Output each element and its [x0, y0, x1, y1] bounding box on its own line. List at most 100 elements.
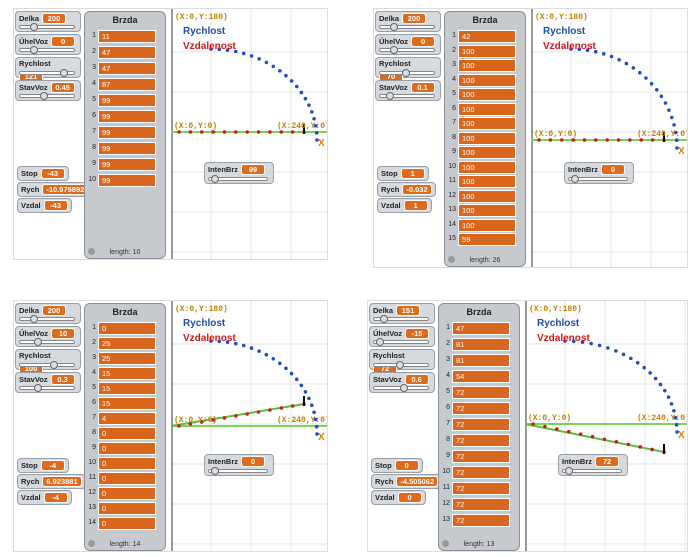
list-length: length: 13: [463, 541, 495, 548]
list-index: 6: [92, 399, 96, 406]
slider-knob[interactable]: [402, 69, 410, 77]
rychlost-dot: [313, 123, 318, 128]
list-index: 15: [448, 235, 456, 243]
variable-monitor: Vzdal 1: [377, 198, 432, 213]
slider-knob[interactable]: [390, 23, 398, 31]
rychlost-dot: [624, 61, 629, 66]
vzdalenost-dot: [602, 437, 607, 442]
rychlost-dot: [307, 103, 311, 107]
rychlost-dot: [284, 366, 288, 371]
rychlost-dot: [617, 57, 621, 62]
slider-knob[interactable]: [376, 338, 384, 346]
slider-knob[interactable]: [400, 384, 408, 392]
list-index: 3: [92, 354, 96, 361]
scratch-panel: (X:0,Y:180) Rychlost Vzdalenost (X:0,Y:0) (X…: [367, 300, 688, 552]
slider-knob[interactable]: [380, 315, 388, 323]
slider-knob[interactable]: [386, 92, 394, 100]
list-item: 4: [98, 412, 156, 425]
slider-label: Rychlost: [19, 59, 51, 68]
list-item: 47: [98, 62, 156, 75]
vzdalenost-dot: [616, 138, 621, 142]
rychlost-dot: [313, 417, 318, 422]
vzdalenost-dot: [626, 442, 631, 447]
monitor-value: -43: [43, 200, 68, 211]
inten-knob[interactable]: [211, 175, 219, 183]
monitor-label: Rych: [381, 185, 400, 194]
list-add-button[interactable]: [88, 248, 95, 255]
slider-knob[interactable]: [30, 23, 38, 31]
rychlost-dot: [670, 115, 674, 120]
list-add-button[interactable]: [448, 256, 455, 263]
list-item: 72: [452, 450, 510, 463]
slider-label: Rychlost: [379, 59, 411, 68]
rychlost-dot: [315, 138, 319, 142]
slider-label: Delka: [379, 14, 400, 23]
rychlost-dot: [294, 84, 299, 89]
rychlost-dot: [278, 69, 282, 73]
list-index: 8: [92, 144, 96, 151]
monitor-label: Vzdal: [375, 493, 395, 502]
list-item: 81: [452, 338, 510, 351]
inten-knob[interactable]: [211, 467, 219, 475]
rychlost-dot: [264, 352, 269, 357]
list-item: 100: [458, 175, 516, 189]
list-add-button[interactable]: [88, 540, 95, 547]
list-item: 100: [458, 204, 516, 218]
list-index: 10: [88, 176, 96, 183]
slider-knob[interactable]: [50, 361, 58, 369]
inten-knob[interactable]: [565, 467, 573, 475]
rychlost-dot: [303, 389, 308, 394]
list-item: 100: [458, 59, 516, 73]
list-item: 0: [98, 442, 156, 455]
vzdalenost-dot: [571, 138, 575, 142]
rychlost-dot: [312, 410, 316, 415]
list-index: 12: [88, 489, 96, 496]
slider-value: 10: [51, 328, 76, 339]
list-item: 59: [458, 233, 516, 247]
vzdalenost-dot: [279, 130, 284, 134]
inten-value: 0: [241, 456, 265, 467]
variable-monitor: Stop -43: [17, 166, 69, 181]
slider-track: [19, 23, 75, 31]
list-item: 99: [98, 94, 156, 107]
variable-monitor: Stop 0: [371, 458, 423, 473]
inten-track: [208, 175, 268, 183]
slider-knob[interactable]: [34, 384, 42, 392]
slider-knob[interactable]: [390, 46, 398, 54]
rychlost-dot: [225, 48, 230, 52]
list-length: length: 26: [469, 257, 501, 264]
list-index: 3: [92, 64, 96, 71]
slider-value: 200: [402, 13, 427, 24]
list-item: 72: [452, 466, 510, 479]
rychlost-dot: [675, 430, 679, 434]
list-index: 11: [442, 484, 450, 491]
rychlost-dot: [241, 51, 246, 56]
vzdalenost-dot: [566, 429, 571, 434]
slider-label: StavVoz: [373, 375, 402, 384]
slider-knob[interactable]: [40, 92, 48, 100]
list-index: 9: [92, 160, 96, 167]
slider-knob[interactable]: [30, 46, 38, 54]
rychlost-dot: [674, 138, 679, 143]
rychlost-dot: [663, 101, 668, 105]
rychlost-dot: [606, 346, 610, 350]
inten-knob[interactable]: [571, 175, 579, 183]
rychlost-dot: [631, 66, 636, 70]
list-index: 7: [452, 119, 456, 127]
list-add-button[interactable]: [442, 540, 449, 547]
rychlost-dot: [314, 424, 319, 429]
monitor-value: -4: [43, 492, 68, 503]
list-index: 2: [446, 340, 450, 347]
slider-knob[interactable]: [34, 338, 42, 346]
origin-label: (X:0,Y:0): [174, 122, 217, 131]
vzdalenost-dot: [234, 130, 238, 134]
inten-track: [568, 175, 628, 183]
monitor-value: 6.923881: [42, 476, 82, 487]
slider-knob[interactable]: [30, 315, 38, 323]
slider-knob[interactable]: [60, 69, 68, 77]
rychlost-dot: [609, 54, 614, 59]
rychlost-dot: [257, 349, 261, 353]
slider-knob[interactable]: [396, 361, 404, 369]
variable-monitor: Vzdal -43: [17, 198, 72, 213]
